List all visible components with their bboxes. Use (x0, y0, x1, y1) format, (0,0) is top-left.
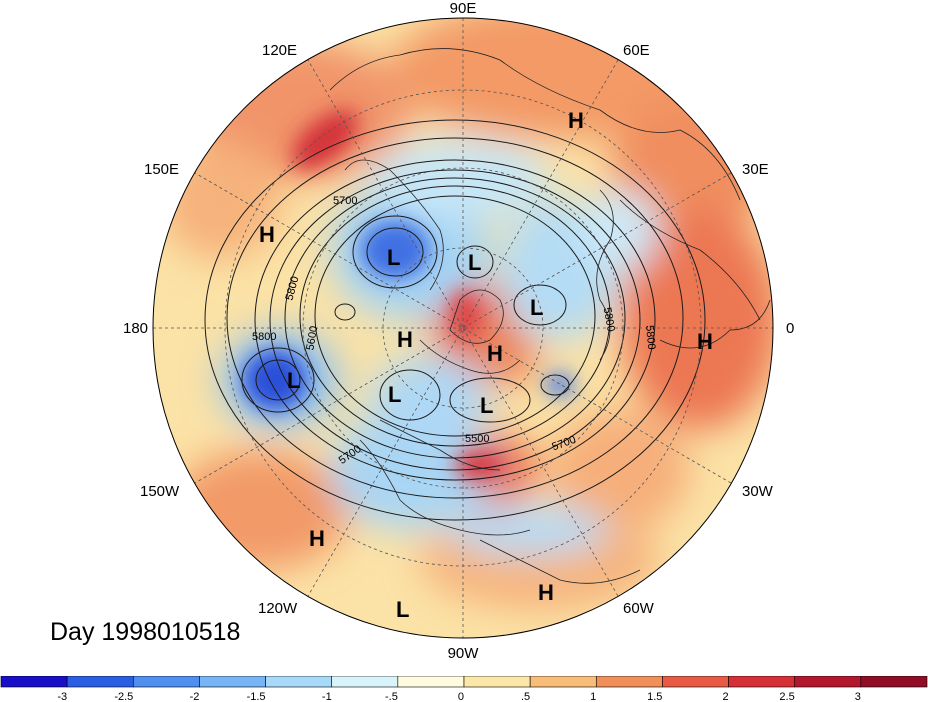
lon-label-90e: 90E (450, 0, 477, 17)
colorbar-tick-label: -2.5 (114, 691, 133, 702)
contour-label: 5700 (333, 195, 357, 207)
colorbar: -3 -2.5 -2 -1.5 -1 -.5 0 .5 1 1.5 2 2.5 3 (0, 676, 928, 702)
lon-label-180: 180 (123, 320, 148, 337)
colorbar-box (0, 676, 68, 688)
height-contours (204, 119, 706, 521)
colorbar-tick-label: 1.5 (647, 691, 662, 702)
pressure-center-high: H (397, 327, 413, 352)
pressure-center-low: L (480, 393, 493, 418)
colorbar-tick-label: -1 (322, 691, 332, 702)
pressure-center-high: H (568, 108, 584, 133)
polar-stereographic-map: 90E 60E 30E 0 30W 60W 90W 120W 150W 180 … (123, 0, 794, 662)
pressure-center-low: L (396, 597, 409, 622)
colorbar-boxes (0, 676, 928, 688)
pressure-center-low: L (388, 382, 401, 407)
pressure-centers: H H L L H H L H L L L H L H (259, 108, 713, 622)
longitude-labels: 90E 60E 30E 0 30W 60W 90W 120W 150W 180 … (123, 0, 794, 662)
day-title: Day 1998010518 (50, 618, 241, 646)
lon-label-150w: 150W (140, 483, 180, 500)
contour-label: 5800 (643, 325, 657, 350)
colorbar-box (662, 676, 729, 688)
colorbar-box (331, 676, 399, 688)
contour-label: 5500 (465, 433, 489, 445)
anomaly-field (153, 18, 773, 638)
colorbar-tick-label: 0 (458, 691, 464, 702)
colorbar-tick-label: -.5 (385, 691, 398, 702)
graticule (153, 18, 773, 638)
colorbar-box (265, 676, 333, 688)
pressure-center-low: L (530, 295, 543, 320)
lon-label-60e: 60E (623, 42, 650, 59)
colorbar-tick-label: -3 (57, 691, 67, 702)
pressure-center-high: H (487, 341, 503, 366)
colorbar-box (66, 676, 134, 688)
colorbar-box (794, 676, 862, 688)
contour-label: 5800 (252, 331, 276, 343)
lon-label-0: 0 (786, 320, 794, 337)
pressure-center-low: L (468, 250, 481, 275)
colorbar-box (199, 676, 266, 688)
contour-label: 5800 (601, 306, 617, 332)
lon-label-60w: 60W (623, 600, 655, 617)
lon-label-120w: 120W (258, 600, 298, 617)
colorbar-box (463, 676, 531, 688)
colorbar-box (132, 676, 200, 688)
colorbar-tick-label: 1 (590, 691, 596, 702)
colorbar-box (595, 676, 663, 688)
lon-label-30e: 30E (742, 161, 769, 178)
colorbar-box (397, 676, 465, 688)
lon-label-120e: 120E (262, 42, 297, 59)
pressure-center-low: L (287, 368, 300, 393)
lon-label-30w: 30W (742, 483, 774, 500)
pressure-center-high: H (538, 580, 554, 605)
lon-label-150e: 150E (144, 161, 179, 178)
colorbar-box (860, 676, 928, 688)
colorbar-box (529, 676, 597, 688)
lon-label-90w: 90W (448, 645, 480, 662)
colorbar-tick-label: 2 (722, 691, 728, 702)
pressure-center-high: H (697, 329, 713, 354)
colorbar-tick-label: -2 (190, 691, 200, 702)
colorbar-tick-label: 3 (855, 691, 861, 702)
pressure-center-high: H (309, 526, 325, 551)
contour-label: 5600 (304, 325, 320, 351)
colorbar-ticks: -3 -2.5 -2 -1.5 -1 -.5 0 .5 1 1.5 2 2.5 3 (57, 691, 860, 702)
colorbar-tick-label: -1.5 (247, 691, 266, 702)
colorbar-tick-label: .5 (521, 691, 530, 702)
map-boundary (152, 17, 774, 639)
pressure-center-high: H (259, 222, 275, 247)
colorbar-tick-label: 2.5 (779, 691, 794, 702)
colorbar-box (728, 676, 796, 688)
pressure-center-low: L (387, 245, 400, 270)
